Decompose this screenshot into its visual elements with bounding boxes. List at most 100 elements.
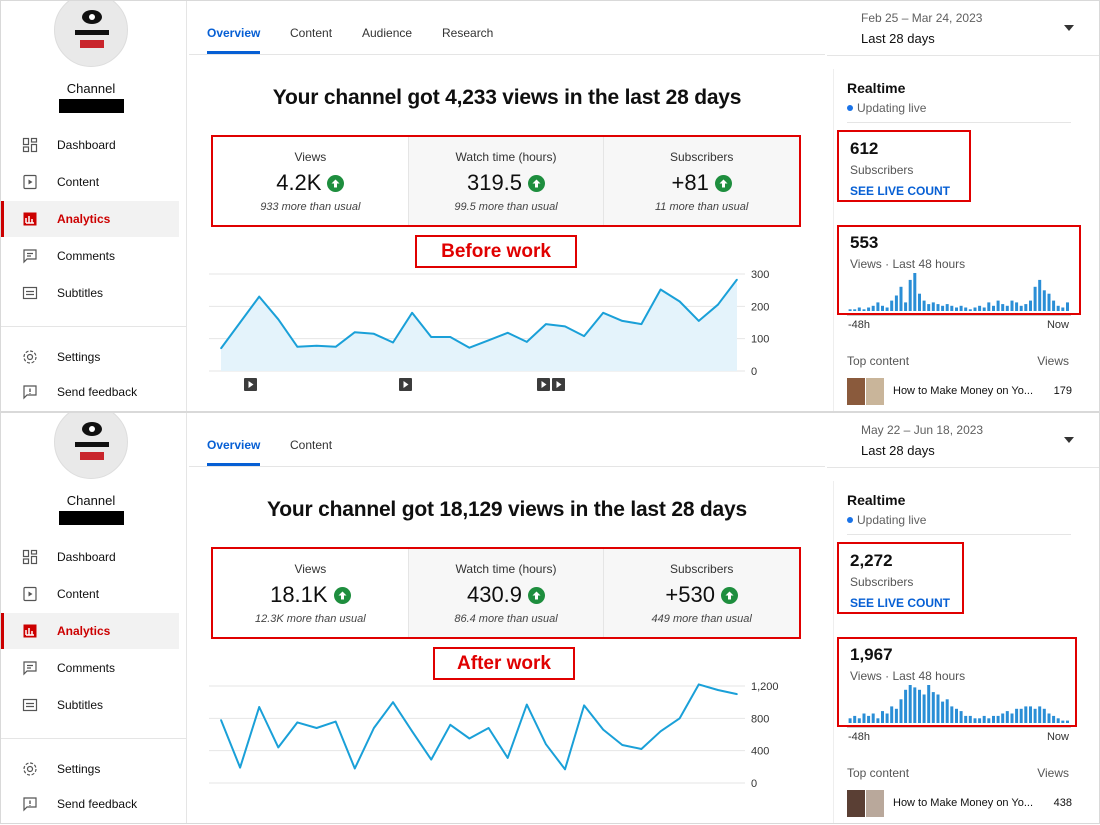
realtime-bar [876, 302, 880, 311]
metric-value: +81 [671, 170, 709, 195]
trend-up-icon [333, 586, 351, 604]
realtime-bar [1047, 293, 1051, 311]
metric-card-subscribers[interactable]: Subscribers +81 11 more than usual [603, 137, 800, 225]
data-point [506, 757, 509, 759]
tab-overview[interactable]: Overview [207, 26, 261, 54]
top-content-views: 438 [1053, 797, 1072, 809]
see-live-count-link[interactable]: SEE LIVE COUNT [850, 596, 951, 610]
tab-content[interactable]: Content [290, 26, 333, 40]
sidebar-item-send-feedback[interactable]: Send feedback [1, 374, 179, 410]
data-point [487, 339, 490, 342]
realtime-bar [908, 685, 912, 723]
sidebar-item-dashboard[interactable]: Dashboard [1, 127, 179, 163]
tab-research[interactable]: Research [442, 26, 494, 40]
header-divider [827, 55, 1099, 56]
dropdown-caret-icon[interactable] [1064, 25, 1074, 31]
metric-note: 933 more than usual [260, 201, 361, 213]
sidebar-item-content[interactable]: Content [1, 576, 179, 612]
realtime-subscribers: 612 Subscribers SEE LIVE COUNT [837, 130, 971, 202]
channel-avatar[interactable] [54, 1, 128, 67]
data-point [373, 727, 375, 729]
y-tick-label: 400 [751, 746, 769, 758]
realtime-title: Realtime [847, 80, 906, 96]
data-point [296, 721, 299, 724]
sidebar-item-comments[interactable]: Comments [1, 650, 179, 686]
sidebar-item-content[interactable]: Content [1, 164, 179, 200]
overview-main: Your channel got 18,129 views in the las… [189, 468, 825, 823]
sidebar-item-subtitles[interactable]: Subtitles [1, 687, 179, 723]
tab-content[interactable]: Content [290, 438, 333, 452]
sidebar-item-subtitles[interactable]: Subtitles [1, 275, 179, 311]
data-point [353, 331, 356, 333]
top-content-views-heading: Views [1037, 354, 1069, 368]
realtime-bar [1029, 706, 1032, 723]
metric-card-views[interactable]: Views 18.1K 12.3K more than usual [213, 549, 408, 637]
data-point [296, 345, 299, 348]
data-point [583, 335, 585, 337]
realtime-bar [853, 715, 857, 723]
metric-note: 11 more than usual [655, 201, 749, 213]
data-point [621, 320, 624, 322]
realtime-view-label: Views · Last 48 hours [850, 257, 966, 271]
sidebar-item-label: Comments [57, 661, 116, 675]
overview-main: Your channel got 4,233 views in the last… [189, 56, 825, 411]
y-tick-label: 0 [751, 366, 757, 378]
redacted-channel-handle [59, 99, 124, 113]
top-content-item[interactable]: How to Make Money on Yo... 438 [847, 789, 1072, 817]
data-point [277, 318, 280, 321]
metric-card-watch[interactable]: Watch time (hours) 430.9 86.4 more than us… [407, 549, 604, 637]
realtime-card: Realtime Updating live 2,272 Subscribers SEE… [833, 481, 1083, 823]
realtime-bar [1001, 304, 1005, 311]
data-point [220, 347, 222, 350]
top-content-views-heading: Views [1037, 766, 1069, 780]
sidebar-item-analytics[interactable]: Analytics [1, 201, 179, 237]
metric-card-subscribers[interactable]: Subscribers +530 449 more than usual [603, 549, 800, 637]
top-content-item[interactable]: How to Make Money on Yo... 179 [847, 377, 1072, 405]
tab-overview[interactable]: Overview [207, 438, 261, 466]
video-marker-icon [552, 378, 565, 391]
date-range-picker[interactable]: May 22 – Jun 18, 2023 Last 28 days [861, 423, 983, 458]
sidebar-item-comments[interactable]: Comments [1, 238, 179, 274]
sidebar-item-label: Subtitles [57, 698, 104, 712]
realtime-bar [1042, 290, 1046, 311]
sidebar-item-dashboard[interactable]: Dashboard [1, 539, 179, 575]
realtime-bar [862, 713, 866, 723]
realtime-bar [996, 300, 1000, 311]
video-marker-icon [399, 378, 412, 391]
data-point [659, 288, 662, 291]
data-point [487, 727, 490, 729]
top-content-heading: Top content [847, 354, 910, 368]
realtime-bar [973, 718, 977, 723]
channel-avatar[interactable] [54, 413, 128, 479]
realtime-bar [973, 307, 977, 311]
views-chart: 300 200 100 0 [209, 269, 769, 391]
subscriber-count: 2,272 [850, 551, 893, 570]
y-tick-label: 200 [751, 301, 769, 313]
metric-card-watch[interactable]: Watch time (hours) 319.5 99.5 more than us… [407, 137, 604, 225]
data-point [430, 758, 433, 761]
page-title: Your channel got 18,129 views in the las… [267, 498, 747, 521]
sidebar-item-settings[interactable]: Settings [1, 339, 179, 375]
sidebar-item-send-feedback[interactable]: Send feedback [1, 786, 179, 822]
sidebar-item-analytics[interactable]: Analytics [1, 613, 179, 649]
realtime-bar [936, 694, 940, 723]
video-marker-icon [244, 378, 257, 391]
data-point [315, 344, 318, 347]
trend-up-icon [528, 586, 546, 604]
dropdown-caret-icon[interactable] [1064, 437, 1074, 443]
sidebar-divider [1, 738, 187, 739]
data-point [717, 689, 719, 691]
realtime-bar [1052, 715, 1056, 723]
metric-cards: Views 18.1K 12.3K more than usual Watch tim… [211, 547, 801, 639]
realtime-bar [1056, 305, 1060, 311]
metric-value: 319.5 [466, 170, 523, 195]
axis-end-label: Now [1046, 731, 1069, 743]
realtime-bar [908, 279, 912, 311]
gear-icon [22, 761, 38, 777]
metric-card-views[interactable]: Views 4.2K 933 more than usual [213, 137, 408, 225]
sidebar-item-settings[interactable]: Settings [1, 751, 179, 787]
date-range-picker[interactable]: Feb 25 – Mar 24, 2023 Last 28 days [861, 11, 982, 46]
tab-audience[interactable]: Audience [362, 26, 413, 40]
realtime-bar [996, 715, 1000, 723]
see-live-count-link[interactable]: SEE LIVE COUNT [850, 184, 951, 198]
